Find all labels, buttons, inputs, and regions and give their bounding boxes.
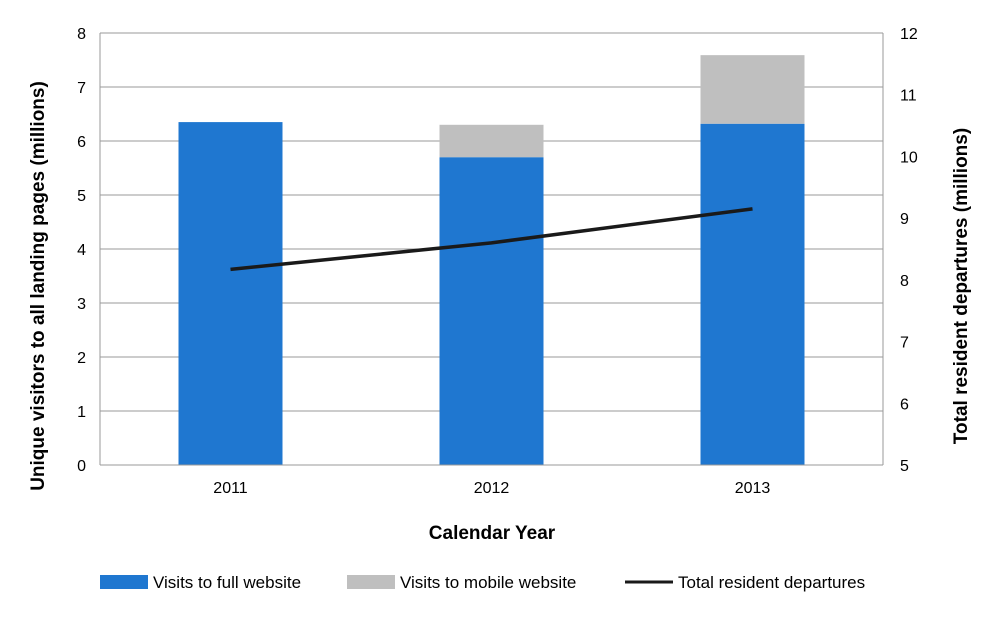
- legend-label-full: Visits to full website: [153, 573, 301, 592]
- right-tick-label: 6: [900, 396, 909, 413]
- bar-full-2012: [439, 157, 544, 465]
- legend-swatch-mobile: [347, 575, 395, 589]
- left-tick-label: 2: [77, 350, 86, 367]
- right-tick-label: 10: [900, 149, 918, 166]
- bar-full-2013: [700, 123, 805, 465]
- y-axis-title-right: Total resident departures (millions): [951, 128, 972, 444]
- y-axis-title-left: Unique visitors to all landing pages (mi…: [28, 81, 49, 491]
- left-axis-ticks: 0 1 2 3 4 5 6 7 8: [77, 26, 86, 475]
- legend-label-mobile: Visits to mobile website: [400, 573, 576, 592]
- right-tick-label: 8: [900, 273, 909, 290]
- bar-full-2011: [178, 122, 283, 465]
- x-axis-ticks: 2011 2012 2013: [213, 480, 770, 497]
- left-tick-label: 8: [77, 26, 86, 43]
- right-tick-label: 9: [900, 211, 909, 228]
- axes: [99, 33, 884, 466]
- x-tick-label: 2013: [735, 480, 771, 497]
- left-tick-label: 5: [77, 188, 86, 205]
- left-tick-label: 1: [77, 404, 86, 421]
- bar-mobile-2013: [700, 55, 805, 124]
- x-tick-label: 2011: [213, 480, 248, 497]
- right-axis-ticks: 5 6 7 8 9 10 11 12: [900, 26, 918, 475]
- legend: Visits to full website Visits to mobile …: [100, 573, 865, 592]
- left-tick-label: 0: [77, 458, 86, 475]
- x-axis-title: Calendar Year: [429, 523, 556, 544]
- bar-mobile-2012: [439, 124, 544, 158]
- left-tick-label: 4: [77, 242, 86, 259]
- x-tick-label: 2012: [474, 480, 510, 497]
- right-tick-label: 7: [900, 335, 909, 352]
- right-tick-label: 12: [900, 26, 918, 43]
- right-tick-label: 11: [900, 88, 917, 105]
- left-tick-label: 3: [77, 296, 86, 313]
- legend-swatch-full: [100, 575, 148, 589]
- legend-label-departures: Total resident departures: [678, 573, 865, 592]
- line-series: [230, 207, 753, 272]
- right-tick-label: 5: [900, 458, 909, 475]
- left-tick-label: 7: [77, 80, 86, 97]
- left-tick-label: 6: [77, 134, 86, 151]
- bars: [178, 55, 805, 465]
